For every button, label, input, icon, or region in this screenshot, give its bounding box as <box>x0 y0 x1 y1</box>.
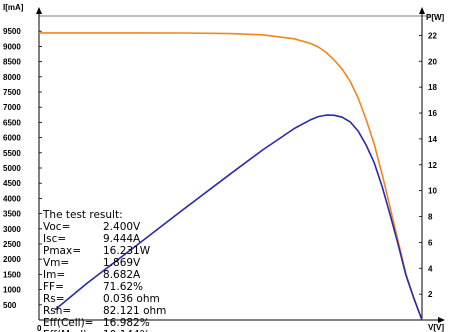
test-result-heading: The test result: <box>42 209 123 221</box>
series-group <box>39 32 423 321</box>
y-axis-left-arrow <box>36 7 42 14</box>
left-tick-label: 8500 <box>3 58 21 67</box>
right-tick-label: 10 <box>428 187 437 196</box>
x-axis-title: V[V] <box>428 323 444 332</box>
x-axis-arrow <box>438 317 445 323</box>
power-curve <box>54 114 423 321</box>
result-label: Rsh= <box>43 305 71 317</box>
left-tick-label: 9500 <box>3 27 21 36</box>
left-tick-label: 5000 <box>3 164 21 173</box>
test-result-panel: The test result: Voc= 2.400V Isc= 9.444A Pma… <box>42 209 166 332</box>
result-label: Voc= <box>43 221 70 233</box>
result-label: Rs= <box>43 293 65 305</box>
result-label: Eff(Mod)= <box>43 329 96 332</box>
result-label: Im= <box>43 269 65 281</box>
result-value: 1.869V <box>103 257 141 269</box>
result-value: 82.121 ohm <box>103 305 166 317</box>
result-value: 9.444A <box>103 233 141 245</box>
right-tick-label: 20 <box>428 57 437 66</box>
result-label: FF= <box>43 281 64 293</box>
left-tick-label: 3000 <box>3 225 21 234</box>
result-value: 10.144% <box>103 329 150 332</box>
left-tick-label: 4500 <box>3 179 21 188</box>
left-tick-label: 1500 <box>3 270 21 279</box>
x-zero-label: 0 <box>37 324 42 332</box>
left-tick-label: 9000 <box>3 42 21 51</box>
left-tick-label: 5500 <box>3 149 21 158</box>
left-tick-label: 6000 <box>3 134 21 143</box>
right-tick-label: 8 <box>428 213 433 222</box>
right-tick-label: 4 <box>428 264 433 273</box>
result-value: 8.682A <box>103 269 141 281</box>
result-value: 16.982% <box>103 317 150 329</box>
right-tick-labels: 2 4 6 8 10 12 14 16 18 20 22 <box>419 31 437 299</box>
result-label: Pmax= <box>43 245 81 257</box>
left-tick-label: 7500 <box>3 88 21 97</box>
result-value: 71.62% <box>103 281 143 293</box>
left-tick-label: 1000 <box>3 286 21 295</box>
result-value: 0.036 ohm <box>103 293 160 305</box>
y-axis-right-arrow <box>419 7 425 14</box>
y-left-axis-title: I[mA] <box>3 3 24 12</box>
left-tick-label: 3500 <box>3 210 21 219</box>
left-tick-labels: 500 1000 1500 2000 2500 3000 3500 4000 4500 5000 5… <box>3 27 42 310</box>
right-tick-label: 6 <box>428 238 433 247</box>
left-tick-label: 500 <box>3 301 17 310</box>
test-result-rows: Voc= 2.400V Isc= 9.444A Pmax= 16.231W Vm= 1.869… <box>43 221 166 332</box>
right-tick-label: 16 <box>428 109 437 118</box>
right-tick-label: 18 <box>428 83 437 92</box>
right-tick-label: 12 <box>428 161 437 170</box>
result-value: 2.400V <box>103 221 141 233</box>
result-value: 16.231W <box>103 245 151 257</box>
right-tick-label: 2 <box>428 290 433 299</box>
y-right-axis-title: P[W] <box>426 13 445 22</box>
left-tick-label: 6500 <box>3 118 21 127</box>
left-tick-label: 2000 <box>3 255 21 264</box>
left-tick-label: 2500 <box>3 240 21 249</box>
right-tick-label: 22 <box>428 31 437 40</box>
left-tick-label: 4000 <box>3 194 21 203</box>
result-label: Isc= <box>43 233 66 245</box>
result-label: Vm= <box>43 257 69 269</box>
result-label: Eff(Cell)= <box>43 317 94 329</box>
left-tick-label: 8000 <box>3 73 21 82</box>
left-tick-label: 7000 <box>3 103 21 112</box>
right-tick-label: 14 <box>428 135 437 144</box>
current-curve <box>39 32 423 321</box>
